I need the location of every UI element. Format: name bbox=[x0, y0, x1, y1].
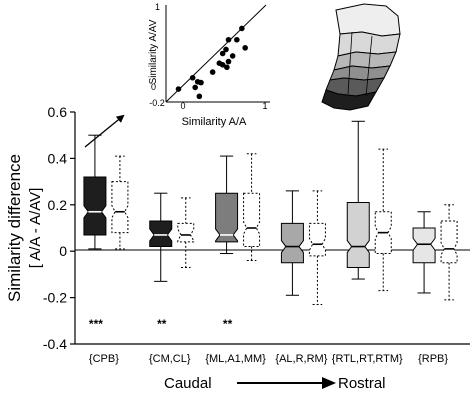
significance-labels: *** ** ** bbox=[89, 317, 233, 331]
box-dotted-3 bbox=[308, 190, 326, 306]
box-body bbox=[346, 201, 370, 268]
scatter-point bbox=[219, 62, 226, 68]
caudal-rostral-caption: Caudal Rostral bbox=[164, 375, 386, 392]
region-cpb bbox=[321, 89, 377, 111]
inset-xtick-zero: 0 bbox=[180, 101, 185, 111]
scatter-point bbox=[209, 69, 216, 75]
scatter-point bbox=[192, 84, 198, 91]
inset-ytick-top: 1 bbox=[155, 2, 160, 12]
scatter-point bbox=[223, 46, 229, 53]
x-category-label: {AL,R,RM} bbox=[275, 353, 327, 365]
box-body bbox=[440, 220, 458, 264]
inset-xtick-neg: -0.2 bbox=[149, 98, 165, 108]
scatter-point bbox=[175, 86, 182, 92]
x-category-label: {ML,A1,MM} bbox=[205, 353, 266, 365]
y-tick-label: -0.2 bbox=[43, 290, 67, 306]
box-dotted-1 bbox=[177, 197, 195, 268]
region-divider-2 bbox=[365, 35, 373, 97]
scatter-point bbox=[189, 74, 196, 81]
x-category-label: {RPB} bbox=[418, 353, 448, 365]
inset-x-axis-title: Similarity A/A bbox=[182, 116, 247, 128]
inset-xtick-one: 1 bbox=[262, 101, 267, 111]
box-body bbox=[83, 176, 107, 236]
significance-marker: ** bbox=[157, 317, 167, 331]
y-axis-title-line1: Similarity difference bbox=[5, 154, 24, 302]
auditory-cortex-map bbox=[321, 3, 401, 111]
region-divider-1 bbox=[347, 31, 353, 95]
significance-marker: *** bbox=[89, 317, 103, 331]
scatter-point bbox=[219, 50, 226, 57]
box-groups bbox=[83, 120, 458, 306]
scatter-point bbox=[239, 25, 245, 32]
region-rpb bbox=[335, 3, 401, 37]
x-category-label: {CM,CL} bbox=[149, 353, 191, 365]
scatter-point bbox=[225, 36, 232, 43]
box-body bbox=[111, 181, 129, 234]
box-solid-4 bbox=[346, 120, 370, 280]
box-solid-2 bbox=[215, 155, 239, 255]
scatter-point bbox=[229, 53, 236, 59]
y-axis-ticks: -0.4 -0.2 0 0.2 0.4 0.6 bbox=[43, 104, 75, 352]
box-solid-1 bbox=[149, 192, 173, 282]
box-dotted-2 bbox=[243, 153, 261, 261]
scatter-point bbox=[234, 36, 240, 43]
box-dotted-4 bbox=[374, 148, 392, 292]
y-tick-label: 0 bbox=[59, 243, 67, 259]
x-category-label: {CPB} bbox=[89, 353, 119, 365]
box-body bbox=[243, 192, 261, 248]
box-solid-0 bbox=[83, 134, 107, 250]
y-axis-title-line2: [ A/A - A/AV] bbox=[27, 188, 44, 269]
inset-pointer-arrow bbox=[84, 114, 125, 148]
scatter-point bbox=[242, 45, 248, 51]
box-body bbox=[215, 192, 239, 243]
x-axis-category-labels: {CPB} {CM,CL} {ML,A1,MM} {AL,R,RM} {RTL,RT,R… bbox=[89, 353, 448, 365]
caudal-rostral-arrow-head bbox=[322, 377, 336, 389]
main-boxplot-chart: Similarity difference [ A/A - A/AV] -0.4… bbox=[5, 104, 470, 365]
box-body bbox=[177, 222, 195, 243]
y-tick-label: 0.4 bbox=[48, 150, 68, 166]
box-body bbox=[149, 220, 173, 248]
scatter-point bbox=[198, 79, 204, 86]
box-dotted-0 bbox=[111, 155, 129, 250]
inset-y-axis-title: Similarity A/AV bbox=[148, 19, 159, 84]
scatter-points bbox=[175, 25, 248, 100]
x-category-label: {RTL,RT,RTM} bbox=[332, 353, 403, 365]
box-body bbox=[412, 227, 436, 264]
box-solid-5 bbox=[412, 211, 436, 294]
scatter-point bbox=[224, 64, 230, 71]
box-body bbox=[280, 222, 304, 264]
y-tick-label: -0.4 bbox=[43, 336, 67, 352]
scatter-point bbox=[225, 58, 232, 65]
identity-line bbox=[165, 4, 267, 103]
significance-marker: ** bbox=[223, 317, 233, 331]
inset-ytick-zero: 0 bbox=[151, 82, 156, 92]
box-dotted-5 bbox=[440, 204, 458, 301]
rostral-label: Rostral bbox=[338, 375, 386, 392]
box-solid-3 bbox=[280, 190, 304, 296]
inset-scatter-chart: 1 0 -0.2 0 1 Similarity A/AV Similarity … bbox=[84, 2, 270, 148]
y-tick-label: 0.2 bbox=[48, 197, 68, 213]
y-tick-label: 0.6 bbox=[48, 104, 68, 120]
caudal-label: Caudal bbox=[164, 375, 212, 392]
scatter-point bbox=[196, 93, 203, 100]
box-body bbox=[308, 222, 326, 257]
